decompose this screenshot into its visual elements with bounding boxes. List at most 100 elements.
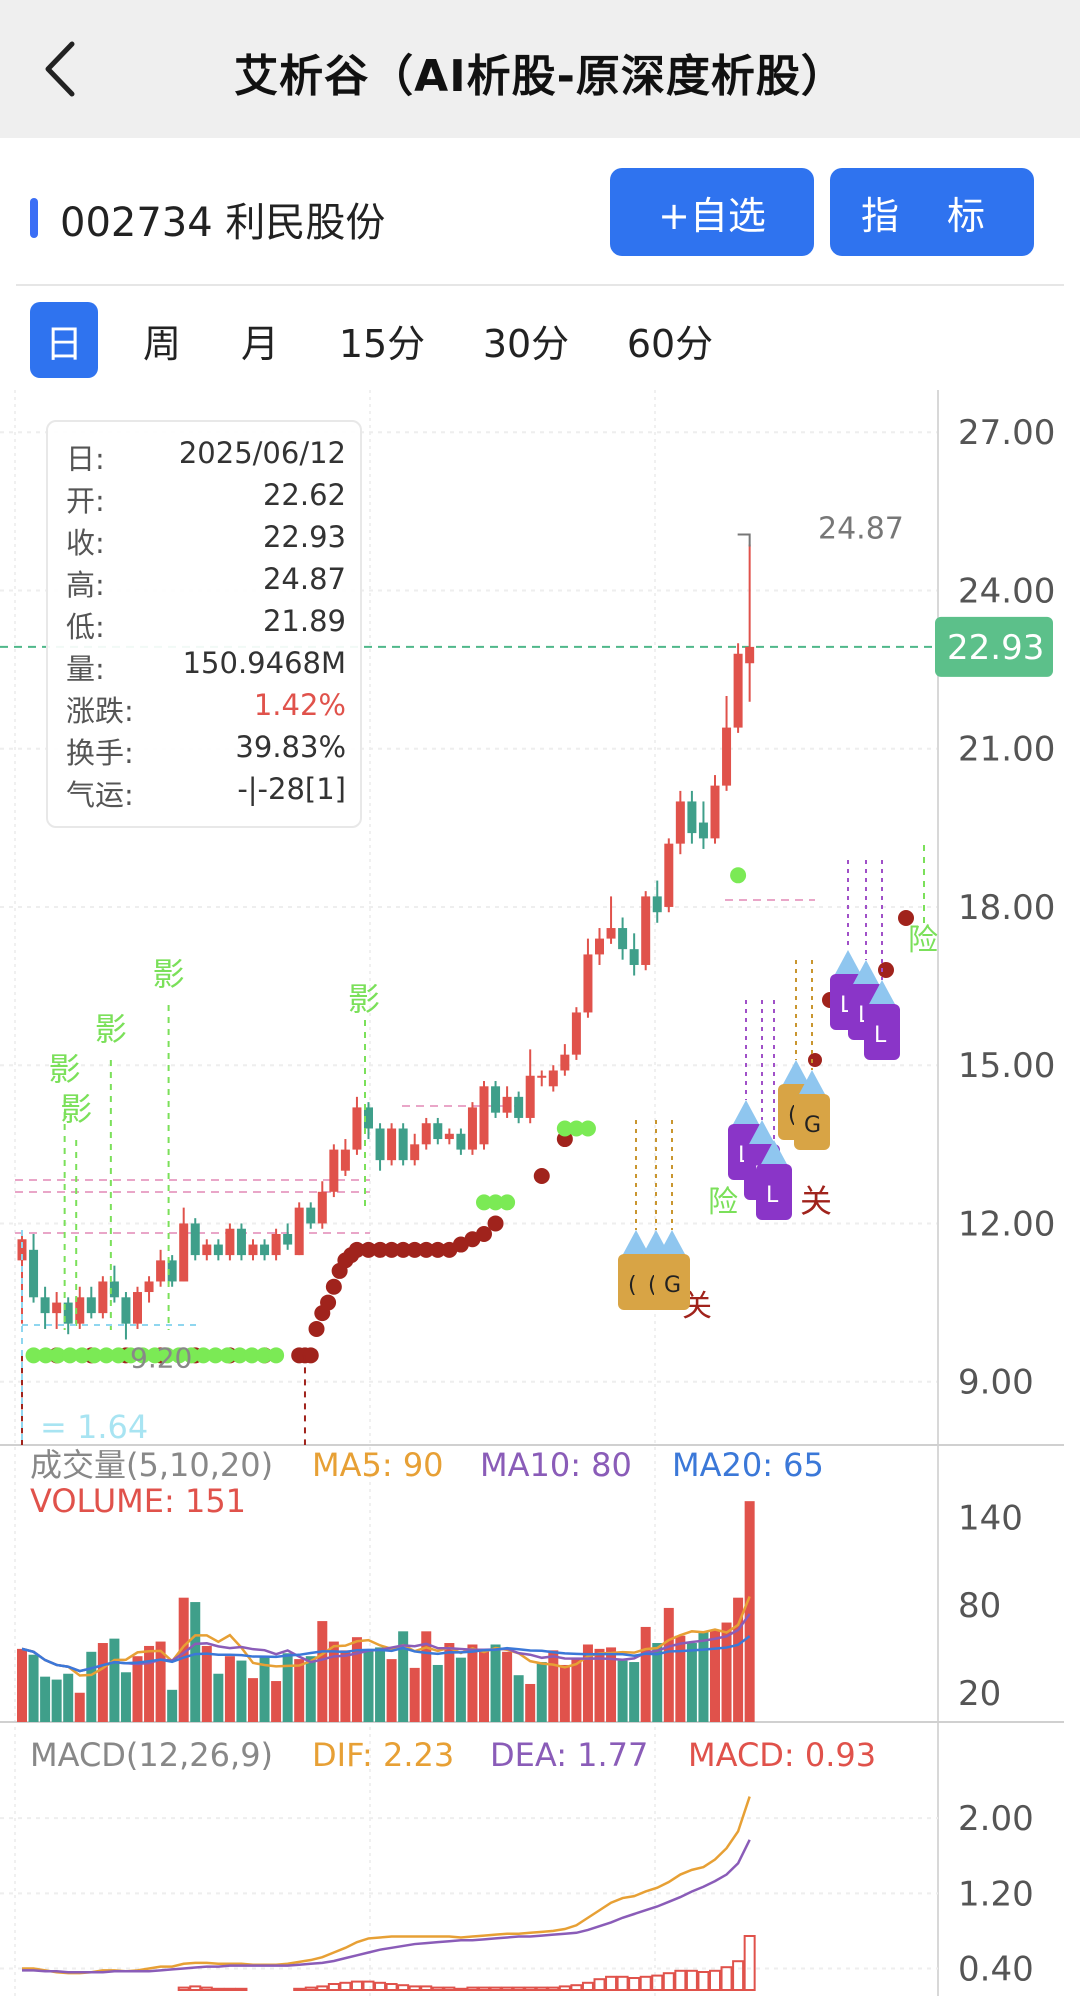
volume-axis-label: 20 (958, 1674, 1001, 1714)
macd-bar (466, 1986, 479, 1991)
signal-dot (49, 1347, 66, 1364)
volume-bar (40, 1676, 51, 1722)
g-badge (794, 1094, 830, 1150)
add-watchlist-button[interactable]: +自选 (610, 168, 814, 256)
price-axis-label: 24.00 (958, 571, 1055, 611)
signal-dot (183, 1347, 200, 1364)
candle-body (479, 1086, 489, 1145)
candle-body (202, 1244, 212, 1256)
info-row: 气运: -|-28[1] (66, 772, 346, 812)
info-key: 收: (66, 526, 105, 560)
info-key: 日: (66, 442, 105, 476)
signal-dot (37, 1347, 54, 1364)
candle-body (548, 1070, 558, 1087)
volume-bar (663, 1607, 674, 1722)
macd-bar (570, 1984, 583, 1991)
macd-bar (189, 1985, 202, 1992)
candle-body (652, 896, 662, 913)
last-price-tag (935, 616, 1053, 677)
candle-body (306, 1207, 316, 1224)
candle-body (294, 1207, 304, 1256)
candle-body (167, 1260, 177, 1282)
candle-body (641, 896, 651, 965)
tab-60min[interactable]: 60分 (618, 302, 722, 378)
macd-bar (293, 1987, 306, 1992)
volume-bar (63, 1673, 74, 1722)
candle-body (571, 1012, 581, 1055)
tab-15min[interactable]: 15分 (330, 302, 434, 378)
volume-bar (721, 1622, 732, 1722)
candle-body (467, 1107, 477, 1150)
signal-dot (268, 1347, 285, 1364)
macd-bar (327, 1983, 340, 1991)
candle-body (213, 1244, 223, 1256)
support-dot (533, 1167, 550, 1184)
candle-body (40, 1297, 50, 1314)
info-row: 开: 22.62 (66, 478, 346, 518)
l-badge-cap (852, 960, 880, 986)
candle-body (629, 949, 639, 965)
g-badge-cap (622, 1230, 650, 1256)
low-price-label: 9.20 (130, 1341, 192, 1374)
candle-body (364, 1107, 373, 1129)
volume-bar (282, 1653, 293, 1722)
divider (16, 284, 1064, 286)
macd-bar (709, 1969, 721, 1992)
candle-body (595, 938, 604, 955)
macd-axis-label: 0.40 (958, 1949, 1034, 1989)
g-badge-cap (658, 1230, 686, 1256)
support-dot (487, 1215, 504, 1232)
volume-bar (455, 1657, 466, 1722)
info-key: 高: (66, 568, 105, 602)
tab-week[interactable]: 周 (128, 302, 196, 378)
g-badge (654, 1254, 690, 1310)
back-arrow-icon[interactable] (36, 36, 96, 102)
volume-bar (606, 1647, 617, 1722)
macd-bar (674, 1969, 687, 1992)
candle-body (722, 727, 732, 786)
candle-body (86, 1297, 96, 1314)
risk-marker: 险 (708, 1185, 738, 1220)
ohlc-info-panel: 日: 2025/06/12 开: 22.62 收: 22.93 高: 24.87 低: 21.89… (46, 420, 362, 828)
volume-bar (109, 1638, 120, 1722)
macd-bar (339, 1981, 352, 1992)
volume-bar (259, 1656, 270, 1722)
signal-dot (219, 1347, 236, 1364)
macd-bar (616, 1975, 629, 1992)
volume-bar (479, 1650, 489, 1722)
support-dot (808, 1053, 822, 1067)
ma10-label: MA10: 80 (480, 1446, 632, 1484)
indicator-button[interactable]: 指 标 (830, 168, 1034, 256)
tab-day[interactable]: 日 (30, 302, 98, 378)
volume-bar (513, 1675, 524, 1722)
tab-month[interactable]: 月 (226, 302, 294, 378)
volume-bar (294, 1659, 305, 1722)
signal-dot (487, 1194, 504, 1211)
candle-body (63, 1302, 73, 1324)
l-badge-letter: L (766, 1183, 779, 1208)
macd-bar (397, 1984, 410, 1991)
candle-body (375, 1128, 385, 1161)
price-axis-label: 15.00 (958, 1046, 1055, 1086)
volume-bar (328, 1641, 339, 1722)
last-price-value: 22.93 (947, 628, 1044, 668)
signal-dot (122, 1347, 139, 1364)
candle-body (387, 1128, 397, 1161)
volume-bar (236, 1660, 247, 1722)
signal-dot (255, 1347, 272, 1364)
signal-dot (146, 1347, 163, 1364)
candle-body (329, 1149, 339, 1192)
tab-label: 周 (142, 321, 181, 366)
candle-body (248, 1244, 258, 1256)
candle-body (502, 1096, 512, 1113)
candle-body (710, 785, 720, 839)
candle-body (664, 843, 674, 907)
signal-dot (499, 1194, 516, 1211)
macd-bar (581, 1981, 594, 1992)
tab-30min[interactable]: 30分 (474, 302, 578, 378)
candle-body (733, 653, 743, 728)
volume-bar (594, 1648, 605, 1722)
stock-chart[interactable]: 27.00 24.00 21.00 18.00 15.00 12.00 9.00 22.93 2… (0, 390, 1080, 1996)
shadow-signal-marker: 影 (95, 1010, 127, 1048)
candle-body (190, 1223, 200, 1256)
